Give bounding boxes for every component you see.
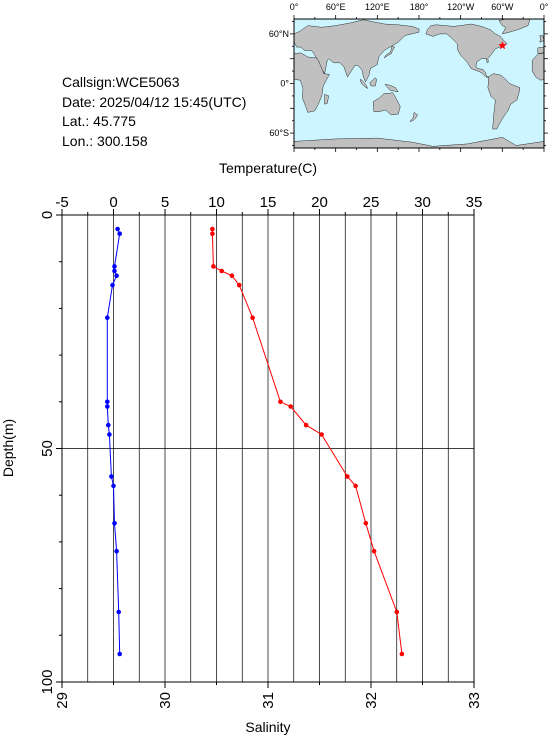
- latitude-text: Lat.: 45.775: [62, 113, 136, 129]
- salinity-data-point: [210, 231, 215, 236]
- land-sumatra: [359, 79, 369, 89]
- salinity-data-point: [250, 315, 255, 321]
- salinity-tick-label: 32: [363, 692, 380, 709]
- salinity-data-point: [363, 520, 369, 526]
- depth-axis-title: Depth(m): [0, 419, 16, 477]
- temperature-axis-title: Temperature(C): [219, 160, 317, 176]
- salinity-data-point: [399, 651, 405, 657]
- salinity-data-point: [319, 432, 324, 437]
- land-africa: [293, 52, 330, 113]
- map-lat-label: 0°: [280, 79, 289, 89]
- land-north-america: [425, 23, 508, 78]
- temperature-data-point: [106, 422, 111, 428]
- land-australia: [372, 92, 401, 116]
- salinity-tick-label: 30: [157, 692, 174, 709]
- map-continents: [293, 18, 545, 149]
- salinity-data-point: [278, 399, 283, 405]
- temperature-data-point: [114, 273, 119, 279]
- map-lon-label: 60°E: [326, 2, 346, 12]
- station-marker-icon: [498, 41, 507, 50]
- temperature-tick-label: 35: [466, 194, 483, 211]
- salinity-data-point: [210, 226, 215, 232]
- salinity-data-point: [236, 282, 242, 288]
- temperature-data-point: [112, 520, 117, 526]
- map-longitude-labels: 0° 60°E 120°E 180° 120°W 60°W 0°: [290, 2, 549, 12]
- land-iberia: [537, 46, 545, 54]
- temperature-tick-label: 25: [363, 194, 380, 211]
- land-japan: [384, 46, 396, 59]
- salinity-data-point: [345, 474, 350, 479]
- temperature-tick-label: 15: [260, 194, 277, 211]
- salinity-tick-label: 31: [260, 692, 277, 709]
- temperature-tick-label: -5: [55, 194, 68, 211]
- temperature-tick-label: 10: [208, 194, 225, 211]
- land-south-america: [487, 73, 520, 130]
- map-lon-label: 0°: [290, 2, 299, 12]
- temperature-data-point: [117, 651, 122, 657]
- temperature-data-point: [105, 399, 110, 405]
- temperature-data-point: [105, 404, 110, 409]
- temperature-data-point: [112, 268, 117, 274]
- salinity-data-point: [219, 268, 224, 274]
- temperature-data-point: [114, 548, 119, 554]
- salinity-data-point: [394, 609, 400, 615]
- map-lon-label: 120°W: [447, 2, 475, 12]
- salinity-axis-title: Salinity: [245, 719, 290, 735]
- temperature-data-point: [117, 231, 122, 236]
- map-lon-label: 60°W: [491, 2, 514, 12]
- temperature-data-point: [112, 264, 117, 269]
- map-latitude-labels: 60°N 0° 60°S: [269, 29, 290, 138]
- date-text: Date: 2025/04/12 15:45(UTC): [62, 94, 246, 110]
- map-ticks: [290, 15, 548, 152]
- series-layer: [105, 226, 405, 657]
- depth-tick-label: 50: [39, 440, 56, 457]
- land-madagascar: [324, 94, 329, 105]
- land-new-zealand: [409, 112, 418, 122]
- temperature-data-point: [116, 609, 121, 615]
- depth-tick-label: 0: [39, 211, 56, 219]
- salinity-data-point: [353, 483, 358, 489]
- map-lat-label: 60°N: [269, 29, 289, 39]
- callsign-text: Callsign:WCE5063: [62, 74, 180, 90]
- temperature-data-point: [109, 474, 114, 479]
- station-star: [498, 41, 507, 50]
- land-borneo: [369, 77, 377, 87]
- temperature-data-point: [111, 483, 116, 489]
- land-new-guinea: [384, 84, 399, 93]
- depth-axis: 0 50 100: [39, 211, 62, 695]
- salinity-data-point: [288, 404, 294, 409]
- map-lat-label: 60°S: [269, 128, 289, 138]
- map-lon-label: 120°E: [365, 2, 390, 12]
- map-lon-label: 180°: [410, 2, 429, 12]
- temperature-data-point: [110, 282, 115, 288]
- temperature-data-point: [107, 432, 112, 437]
- salinity-data-point: [229, 273, 235, 279]
- temperature-tick-label: 20: [311, 194, 328, 211]
- salinity-data-point: [371, 548, 377, 554]
- salinity-tick-label: 33: [466, 692, 483, 709]
- salinity-tick-label: 29: [54, 692, 71, 709]
- station-info: Callsign:WCE5063 Date: 2025/04/12 15:45(…: [62, 74, 246, 149]
- salinity-data-point: [211, 264, 216, 269]
- temperature-axis: -5 0 5 10 15 20 25 30 35: [55, 194, 482, 215]
- land-uk: [539, 35, 545, 43]
- land-west-africa: [532, 53, 545, 81]
- depth-tick-label: 100: [39, 669, 56, 694]
- temperature-data-point: [105, 315, 110, 321]
- longitude-text: Lon.: 300.158: [62, 133, 148, 149]
- salinity-axis: 29 30 31 32 33: [54, 682, 483, 709]
- temperature-tick-label: 30: [414, 194, 431, 211]
- temperature-tick-label: 5: [161, 194, 169, 211]
- salinity-data-point: [303, 422, 309, 428]
- temperature-tick-label: 0: [109, 194, 117, 211]
- location-map: 0° 60°E 120°E 180° 120°W 60°W 0° 60°N 0° 60°S: [269, 2, 549, 152]
- temperature-data-point: [115, 226, 120, 232]
- map-lon-label: 0°: [540, 2, 549, 12]
